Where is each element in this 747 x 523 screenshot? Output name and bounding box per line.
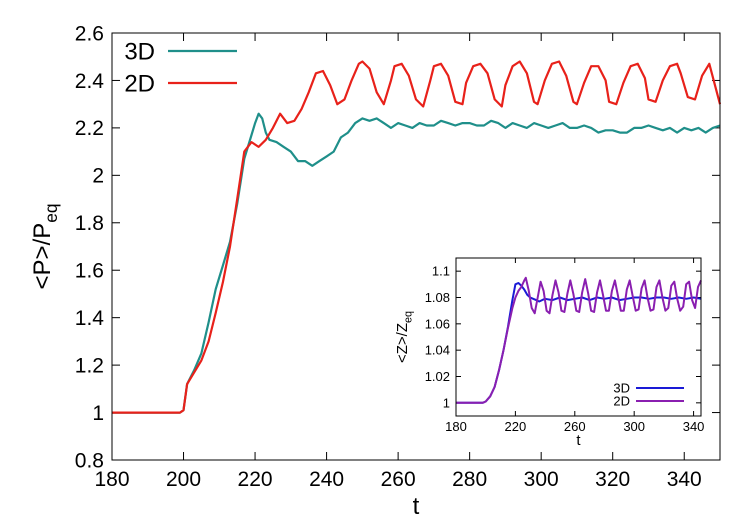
main-x-axis-label: t	[413, 493, 420, 520]
inset-x-tick-label: 340	[683, 419, 705, 434]
main-y-tick-label: 2.4	[75, 70, 105, 93]
main-y-tick-label: 1.4	[75, 307, 105, 330]
main-x-tick-label: 300	[524, 468, 559, 491]
main-x-tick-label: 200	[166, 468, 201, 491]
main-x-tick-label: 240	[309, 468, 344, 491]
main-y-tick-label: 2	[92, 165, 104, 188]
main-x-tick-label: 260	[381, 468, 416, 491]
main-x-tick-label: 320	[595, 468, 630, 491]
main-y-tick-label: 2.2	[75, 117, 104, 140]
main-y-tick-label: 1	[92, 402, 104, 425]
main-y-tick-label: 0.8	[75, 449, 104, 472]
main-legend-label-2d: 2D	[124, 70, 155, 97]
main-y-axis-label-subscript: eq	[41, 204, 61, 223]
inset-legend-label-3d: 3D	[613, 381, 630, 396]
main-y-tick-label: 1.6	[75, 260, 104, 283]
inset-y-axis-label-main: <Z>/Z	[394, 323, 411, 363]
inset-x-tick-label: 260	[564, 419, 586, 434]
inset-plot-frame	[455, 257, 702, 417]
inset-legend-label-2d: 2D	[613, 394, 630, 409]
main-series-line-2d	[112, 60, 722, 414]
main-y-tick-label: 1.2	[75, 354, 104, 377]
main-y-tick-label: 1.8	[75, 212, 104, 235]
inset-y-axis-label: <Z>/Zeq	[394, 311, 415, 363]
inset-x-tick-label: 180	[445, 419, 467, 434]
inset-x-tick-label: 220	[505, 419, 527, 434]
inset-y-tick-label: 1.1	[432, 264, 450, 279]
inset-plot: 180 220 260 300 340 1 1.02 1.04 1.06 1.08 1.1 t <Z>/…	[394, 257, 705, 449]
inset-y-tick-label: 1.02	[425, 369, 450, 384]
main-y-axis-label: <P>/Peq	[29, 204, 61, 290]
inset-x-tick-label: 300	[623, 419, 645, 434]
main-x-tick-label: 340	[667, 468, 702, 491]
inset-y-axis-label-subscript: eq	[403, 311, 415, 323]
inset-y-tick-label: 1.04	[425, 343, 450, 358]
inset-x-axis-label: t	[576, 432, 581, 449]
inset-y-tick-label: 1.08	[425, 290, 450, 305]
main-x-tick-label: 280	[452, 468, 487, 491]
main-y-tick-label: 2.6	[75, 22, 104, 45]
inset-y-tick-label: 1	[443, 395, 450, 410]
main-x-tick-label: 180	[94, 468, 129, 491]
main-plot: 180 200 220 240 260 280 300 320 340 0.8 1 1.2 1.4 1.6…	[29, 22, 722, 520]
inset-series-line-2d	[456, 276, 702, 404]
main-legend-label-3d: 3D	[124, 38, 155, 65]
main-plot-frame	[111, 32, 721, 461]
main-x-tick-label: 220	[238, 468, 273, 491]
main-y-axis-label-main: <P>/P	[29, 223, 56, 290]
inset-y-tick-label: 1.06	[425, 316, 450, 331]
